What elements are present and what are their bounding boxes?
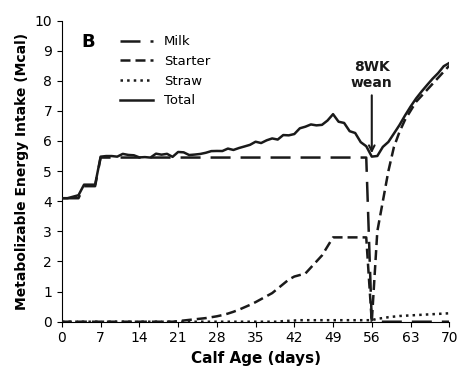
- Text: B: B: [81, 32, 95, 51]
- X-axis label: Calf Age (days): Calf Age (days): [191, 351, 321, 366]
- Y-axis label: Metabolizable Energy Intake (Mcal): Metabolizable Energy Intake (Mcal): [15, 32, 29, 310]
- Legend: Milk, Starter, Straw, Total: Milk, Starter, Straw, Total: [115, 30, 215, 112]
- Text: 8WK
wean: 8WK wean: [351, 59, 393, 151]
